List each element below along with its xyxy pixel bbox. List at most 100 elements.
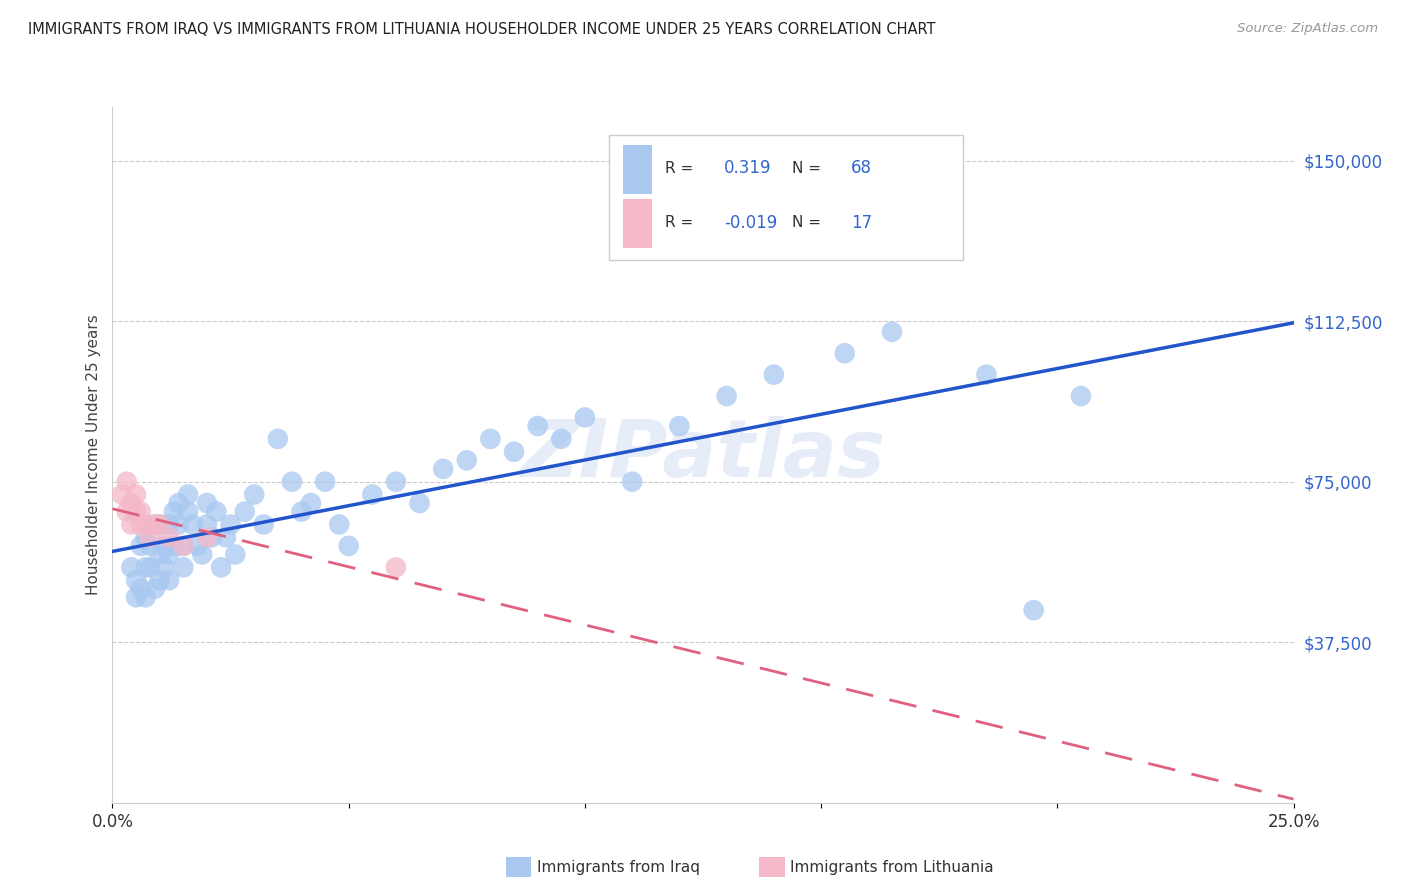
Point: [153, 539, 176, 553]
Point: [408, 496, 430, 510]
Point: [385, 560, 408, 574]
Text: -0.019: -0.019: [724, 213, 778, 232]
Point: [129, 582, 152, 596]
Point: [281, 475, 304, 489]
Point: [135, 517, 157, 532]
Point: [762, 368, 785, 382]
Point: [328, 517, 350, 532]
Point: [479, 432, 502, 446]
Point: [880, 325, 903, 339]
Text: IMMIGRANTS FROM IRAQ VS IMMIGRANTS FROM LITHUANIA HOUSEHOLDER INCOME UNDER 25 YE: IMMIGRANTS FROM IRAQ VS IMMIGRANTS FROM …: [28, 22, 935, 37]
Point: [125, 591, 148, 605]
Text: 17: 17: [851, 213, 872, 232]
Point: [219, 517, 242, 532]
Point: [157, 530, 180, 544]
Point: [172, 539, 194, 553]
Point: [143, 582, 166, 596]
Point: [129, 539, 152, 553]
Point: [243, 487, 266, 501]
Point: [163, 505, 186, 519]
Point: [115, 475, 138, 489]
Point: [201, 530, 224, 544]
Point: [385, 475, 408, 489]
Text: N =: N =: [792, 161, 825, 176]
Point: [125, 573, 148, 587]
Point: [135, 530, 157, 544]
Text: 0.319: 0.319: [724, 160, 772, 178]
Point: [120, 560, 142, 574]
Point: [668, 419, 690, 434]
Point: [149, 573, 172, 587]
Point: [195, 517, 218, 532]
Point: [574, 410, 596, 425]
Point: [314, 475, 336, 489]
Point: [834, 346, 856, 360]
Point: [181, 517, 204, 532]
Text: R =: R =: [665, 161, 699, 176]
Text: Immigrants from Iraq: Immigrants from Iraq: [537, 860, 700, 874]
Point: [172, 539, 194, 553]
Point: [167, 517, 190, 532]
Point: [111, 487, 134, 501]
Point: [143, 517, 166, 532]
Text: N =: N =: [792, 215, 825, 230]
Point: [233, 505, 256, 519]
Point: [177, 505, 200, 519]
Text: R =: R =: [665, 215, 699, 230]
Point: [129, 505, 152, 519]
Point: [139, 539, 162, 553]
Point: [299, 496, 322, 510]
Point: [191, 548, 214, 562]
Point: [135, 560, 157, 574]
FancyBboxPatch shape: [623, 199, 652, 248]
Point: [503, 444, 526, 458]
Point: [267, 432, 290, 446]
Point: [253, 517, 276, 532]
Point: [621, 475, 644, 489]
Point: [1022, 603, 1045, 617]
Point: [135, 591, 157, 605]
Point: [215, 530, 238, 544]
FancyBboxPatch shape: [623, 145, 652, 194]
Point: [125, 487, 148, 501]
Point: [149, 517, 172, 532]
Point: [290, 505, 312, 519]
Text: Source: ZipAtlas.com: Source: ZipAtlas.com: [1237, 22, 1378, 36]
Text: 68: 68: [851, 160, 872, 178]
Point: [153, 560, 176, 574]
Point: [139, 530, 162, 544]
Point: [195, 530, 218, 544]
Point: [120, 496, 142, 510]
Point: [125, 505, 148, 519]
Point: [976, 368, 998, 382]
Point: [143, 517, 166, 532]
Point: [361, 487, 384, 501]
Point: [177, 487, 200, 501]
Point: [149, 548, 172, 562]
Point: [139, 560, 162, 574]
FancyBboxPatch shape: [609, 135, 963, 260]
Point: [157, 517, 180, 532]
Point: [149, 517, 172, 532]
Point: [432, 462, 454, 476]
Point: [1070, 389, 1092, 403]
Point: [172, 560, 194, 574]
Point: [186, 539, 208, 553]
Point: [157, 573, 180, 587]
Point: [167, 496, 190, 510]
Text: Immigrants from Lithuania: Immigrants from Lithuania: [790, 860, 994, 874]
Point: [224, 548, 246, 562]
Point: [163, 539, 186, 553]
Y-axis label: Householder Income Under 25 years: Householder Income Under 25 years: [86, 315, 101, 595]
Point: [195, 496, 218, 510]
Point: [115, 505, 138, 519]
Text: ZIPatlas: ZIPatlas: [520, 416, 886, 494]
Point: [337, 539, 360, 553]
Point: [526, 419, 548, 434]
Point: [129, 517, 152, 532]
Point: [456, 453, 478, 467]
Point: [550, 432, 572, 446]
Point: [716, 389, 738, 403]
Point: [205, 505, 228, 519]
Point: [120, 517, 142, 532]
